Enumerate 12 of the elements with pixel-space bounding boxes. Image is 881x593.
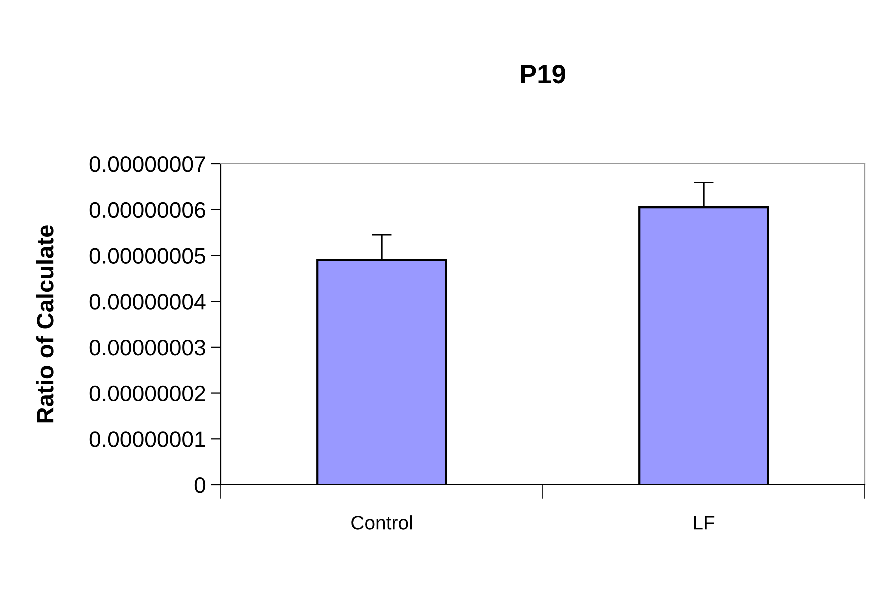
- y-tick-label: 0.00000001: [90, 432, 206, 448]
- y-tick-label: 0.00000007: [90, 156, 206, 172]
- x-tick-label: Control: [352, 516, 412, 530]
- y-tick-label: 0.00000002: [90, 386, 206, 402]
- x-tick-label: LF: [694, 516, 715, 530]
- y-tick-label: 0.00000006: [90, 202, 206, 218]
- chart-title: P19: [521, 65, 566, 84]
- y-axis-title: Ratio of Calculate: [36, 226, 54, 423]
- y-tick-label: 0.00000005: [90, 248, 206, 264]
- y-tick-label: 0.00000004: [90, 294, 206, 310]
- y-tick-label: 0: [194, 478, 206, 494]
- y-tick-label: 0.00000003: [90, 340, 206, 356]
